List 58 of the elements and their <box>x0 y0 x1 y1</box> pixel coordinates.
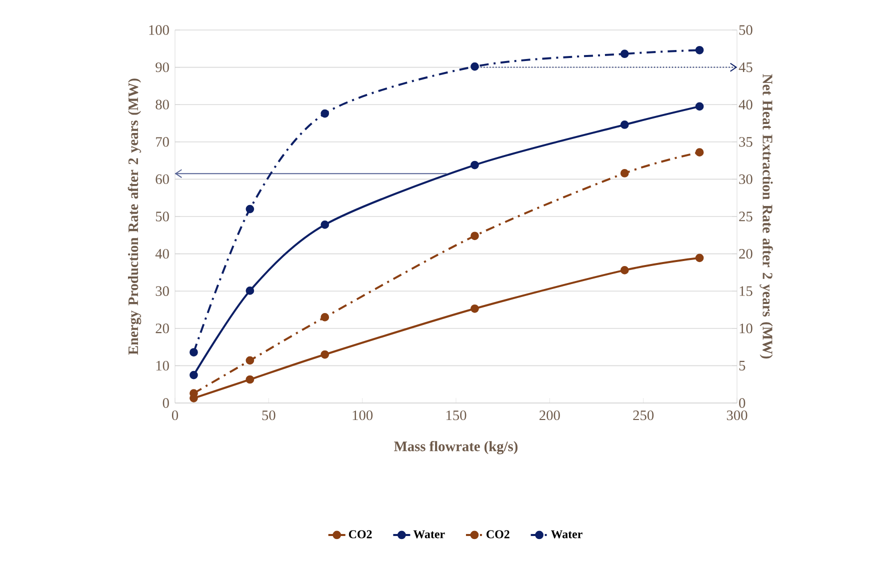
point <box>470 62 479 71</box>
x-tick-label: 100 <box>352 410 373 420</box>
x-tick-label: 250 <box>633 410 654 420</box>
y2-axis-title: Net Heat Extraction Rate after 2 years (MW) <box>760 74 773 358</box>
y2-tick-label: 40 <box>738 100 752 110</box>
x-axis-title: Mass flowrate (kg/s) <box>394 440 518 454</box>
point <box>190 348 198 356</box>
legend-label: CO2 <box>486 530 510 538</box>
legend-label: CO2 <box>348 530 372 538</box>
x-tick-label: 300 <box>726 410 748 420</box>
x-tick-label: 150 <box>446 410 466 420</box>
point <box>470 160 479 170</box>
y2-tick-label: 50 <box>739 25 752 35</box>
y-tick-label: 50 <box>156 212 169 222</box>
y-tick-label: 70 <box>156 137 169 147</box>
y-tick-label: 100 <box>149 25 169 35</box>
point <box>320 220 330 229</box>
y-tick-label: 80 <box>156 100 169 110</box>
y-tick-label: 30 <box>156 286 169 296</box>
point <box>470 304 479 313</box>
point <box>695 46 704 54</box>
point <box>320 109 330 118</box>
y-tick-label: 10 <box>156 360 169 371</box>
legend-label: Water <box>413 530 445 538</box>
x-tick-label: 50 <box>262 410 276 420</box>
y-tick-label: 90 <box>156 62 169 72</box>
legend-label: Water <box>550 530 582 538</box>
y2-tick-label: 25 <box>739 212 752 222</box>
point <box>620 50 629 58</box>
y2-tick-label: 10 <box>740 324 752 334</box>
y2-tick-label: 45 <box>738 62 752 72</box>
y2-tick-label: 5 <box>739 360 746 370</box>
point <box>246 356 254 365</box>
point <box>190 370 198 380</box>
point <box>695 102 704 111</box>
x-tick-label: 200 <box>540 410 560 420</box>
y2-tick-label: 35 <box>739 137 752 147</box>
point <box>246 375 254 384</box>
point <box>246 204 254 214</box>
y2-tick-label: 20 <box>739 248 752 259</box>
y-tick-label: 40 <box>155 248 169 259</box>
point <box>470 232 479 240</box>
point <box>320 350 330 359</box>
point <box>695 148 704 157</box>
y-tick-label: 60 <box>156 174 169 184</box>
y2-tick-label: 30 <box>739 174 752 184</box>
y-tick-label: 20 <box>156 324 169 334</box>
y-tick-label: 0 <box>162 398 169 408</box>
point <box>620 266 629 274</box>
y2-tick-label: 15 <box>740 286 752 296</box>
point <box>246 286 254 295</box>
x-tick-label: 0 <box>172 410 178 420</box>
point <box>620 120 629 129</box>
point <box>620 169 629 178</box>
y-axis-title: Energy Production Rate after 2 years (MW) <box>128 78 142 355</box>
point <box>695 254 704 262</box>
point <box>320 313 330 322</box>
y2-tick-label: 0 <box>739 398 746 408</box>
